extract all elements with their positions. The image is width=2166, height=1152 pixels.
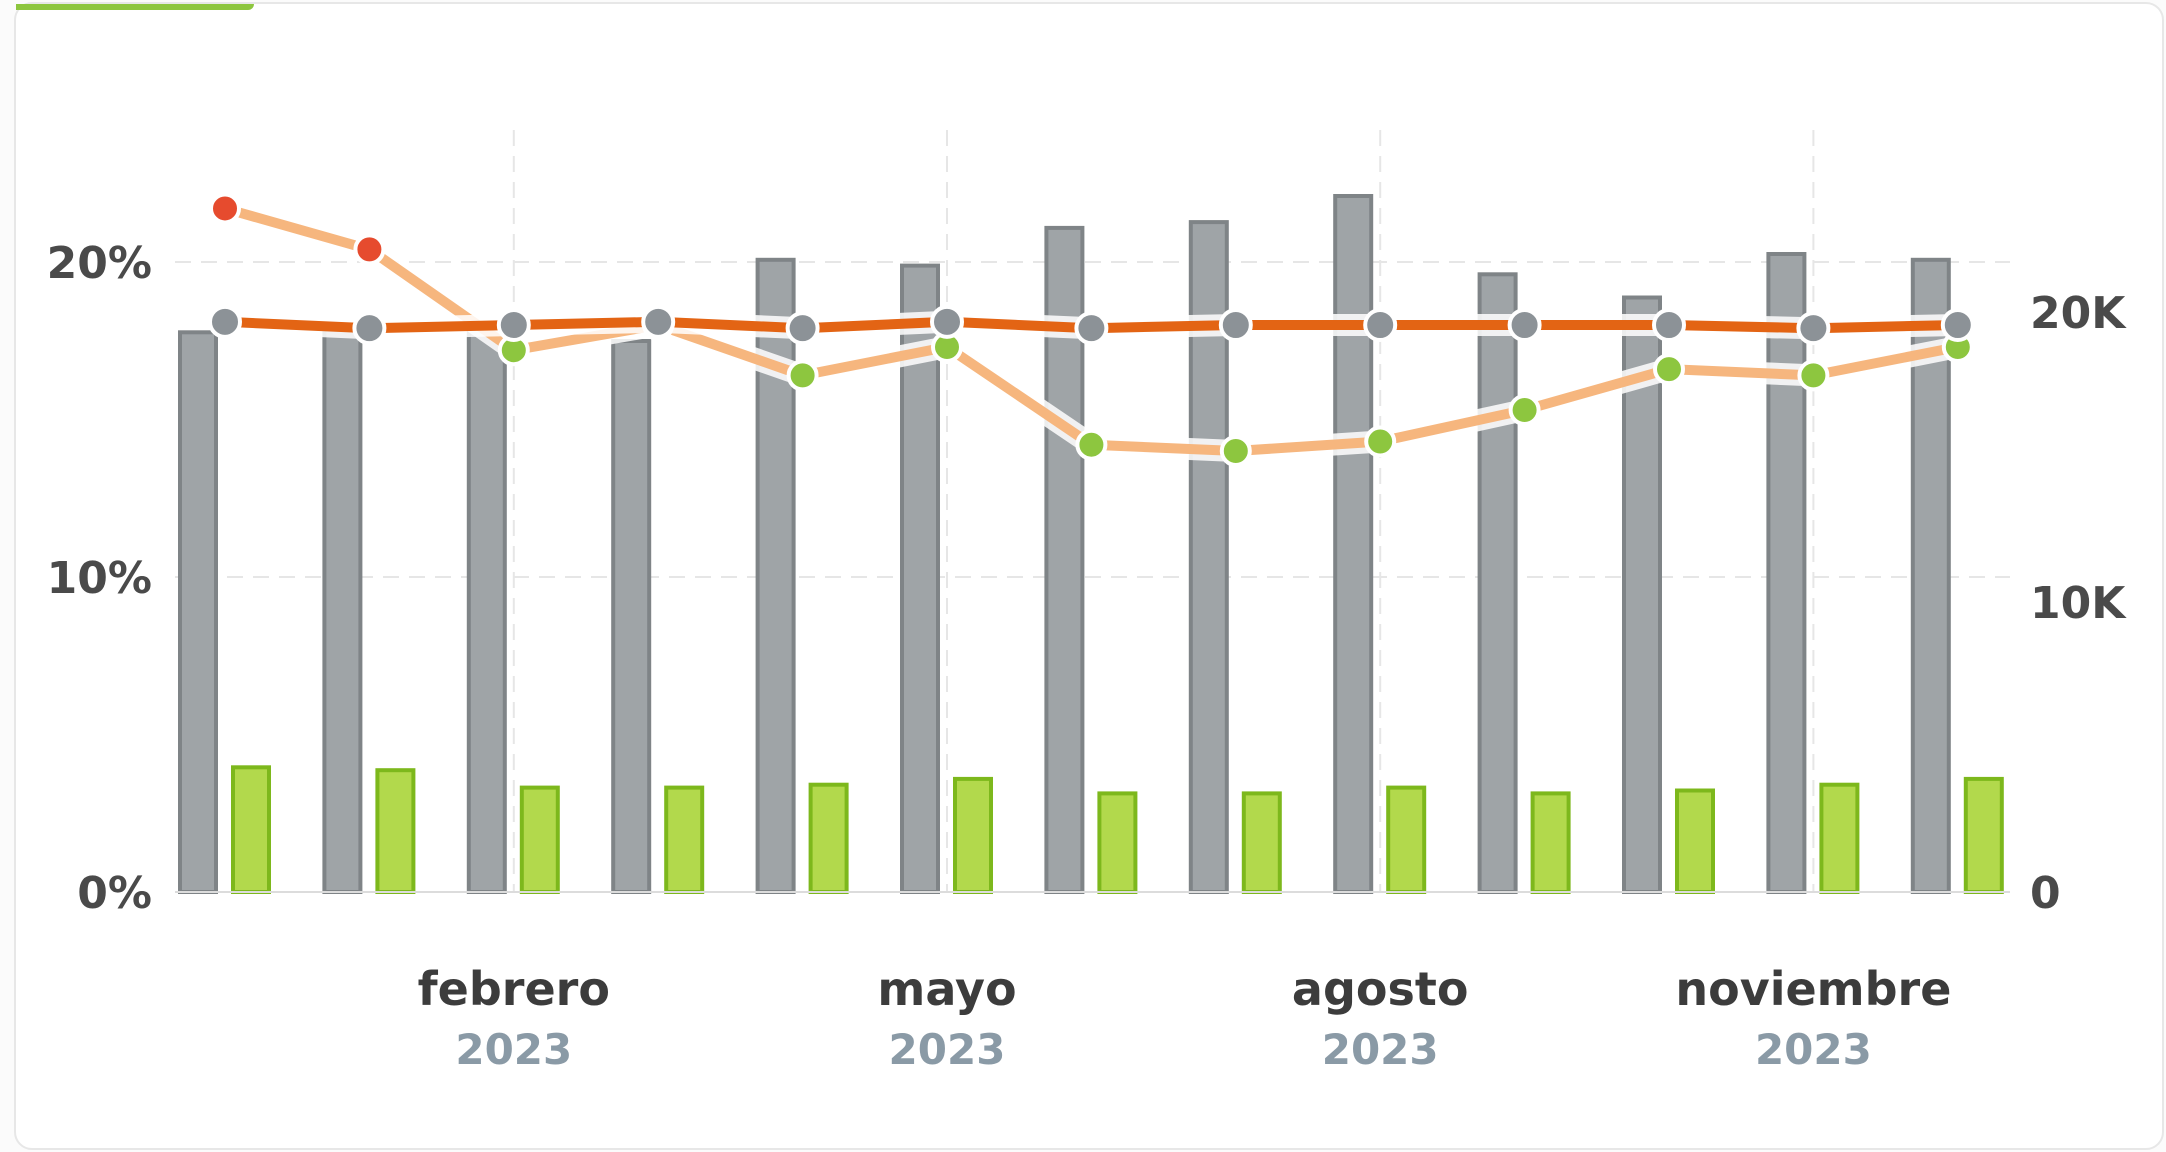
- bar-green: [1819, 782, 1860, 895]
- y-left-tick-label: 10%: [47, 553, 152, 604]
- bar-green: [1241, 791, 1282, 895]
- bar-green: [808, 782, 849, 895]
- bar-grey: [1766, 252, 1807, 894]
- rate-light-point: [1219, 435, 1252, 467]
- bar-green: [664, 785, 705, 894]
- bar-grey: [611, 339, 652, 894]
- x-tick-month: febrero: [418, 962, 610, 1016]
- bar-grey: [1477, 272, 1518, 894]
- bar-grey: [1044, 225, 1085, 894]
- rate-dark-point: [1074, 311, 1109, 346]
- y-left-tick-label: 0%: [77, 868, 152, 919]
- rate-light-point: [1653, 353, 1685, 386]
- rate-dark-point: [208, 304, 242, 339]
- tab-accent: [16, 4, 254, 10]
- bar-grey: [322, 324, 363, 894]
- rate-light-point: [1364, 425, 1397, 458]
- rate-dark-point: [1796, 311, 1831, 346]
- rate-dark-point: [1940, 308, 1975, 342]
- bar-grey: [900, 263, 940, 895]
- bar-grey: [1333, 194, 1374, 894]
- rate-light-point: [1508, 394, 1541, 427]
- rate-light-point: [209, 192, 241, 225]
- bar-green: [1675, 788, 1715, 894]
- bar-green: [375, 768, 416, 895]
- bar-grey: [1622, 295, 1662, 894]
- x-tick-month: mayo: [877, 962, 1016, 1016]
- rate-dark-point: [930, 304, 964, 339]
- bar-grey: [178, 330, 218, 894]
- bar-green: [519, 785, 560, 894]
- bar-green: [1097, 791, 1138, 895]
- x-tick-year: 2023: [1322, 1025, 1439, 1074]
- x-tick-month: agosto: [1292, 962, 1469, 1016]
- bar-green: [231, 765, 271, 894]
- rate-light-point: [353, 233, 386, 266]
- rate-dark-point: [496, 308, 531, 342]
- rate-dark-point: [352, 311, 387, 346]
- bar-green: [1386, 785, 1427, 894]
- y-right-tick-label: 10K: [2030, 578, 2127, 629]
- y-right-tick-label: 20K: [2030, 288, 2127, 339]
- x-tick-month: noviembre: [1675, 962, 1951, 1016]
- rate-light-point: [786, 359, 819, 392]
- x-tick-year: 2023: [889, 1025, 1006, 1074]
- rate-dark-point: [1507, 308, 1542, 342]
- rate-dark-point: [785, 311, 820, 346]
- rate-dark-point: [641, 304, 676, 339]
- y-right-tick-label: 0: [2030, 868, 2061, 919]
- bar-grey: [466, 330, 507, 894]
- rate-light-point: [1075, 428, 1108, 461]
- y-left-tick-label: 20%: [47, 238, 152, 289]
- bar-green: [953, 776, 993, 895]
- x-tick-year: 2023: [455, 1025, 572, 1074]
- rate-light-point: [1797, 359, 1830, 392]
- bar-green: [1963, 776, 2004, 895]
- x-tick-year: 2023: [1755, 1025, 1872, 1074]
- rate-dark-point: [1652, 308, 1686, 342]
- rate-dark-point: [1218, 308, 1253, 342]
- rate-dark-point: [1363, 308, 1398, 342]
- bar-green: [1530, 791, 1571, 895]
